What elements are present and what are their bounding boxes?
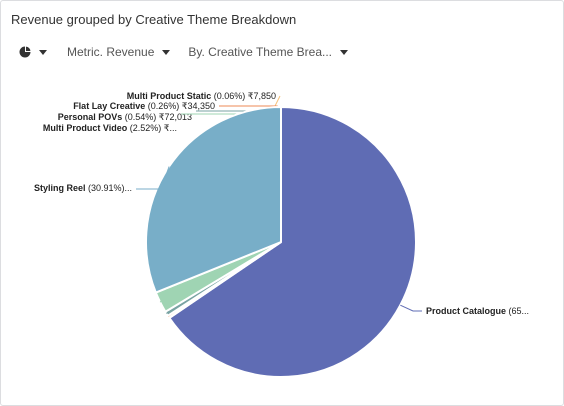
metric-label: Metric. Revenue bbox=[67, 45, 155, 59]
pie-slice-product-catalogue[interactable] bbox=[167, 105, 417, 378]
chevron-down-icon bbox=[340, 49, 348, 55]
group-by-dropdown[interactable]: By. Creative Theme Brea... bbox=[188, 45, 348, 59]
chevron-down-icon bbox=[162, 49, 171, 55]
slice-label: Personal POVs (0.54%) ₹72,013 bbox=[58, 112, 192, 122]
slice-label: Multi Product Video (2.52%) ₹... bbox=[43, 123, 177, 133]
pie-slice-styling-reel[interactable] bbox=[145, 105, 282, 294]
slice-label: Flat Lay Creative (0.26%) ₹34,350 bbox=[73, 101, 215, 111]
slice-label: Product Catalogue (65... bbox=[426, 306, 529, 316]
chart-type-selector[interactable] bbox=[19, 46, 47, 58]
chart-title: Revenue grouped by Creative Theme Breakd… bbox=[11, 12, 297, 27]
group-by-label: By. Creative Theme Brea... bbox=[188, 45, 332, 59]
slice-label: Multi Product Static (0.06%) ₹7,850 bbox=[127, 91, 276, 101]
chart-toolbar: Metric. Revenue By. Creative Theme Brea.… bbox=[19, 43, 348, 61]
chevron-down-icon bbox=[39, 49, 47, 55]
pie-chart-icon bbox=[19, 46, 31, 58]
metric-dropdown[interactable]: Metric. Revenue bbox=[67, 45, 171, 59]
leader-line bbox=[136, 166, 170, 190]
leader-line bbox=[400, 304, 422, 312]
slice-label: Styling Reel (30.91%)... bbox=[34, 183, 132, 193]
